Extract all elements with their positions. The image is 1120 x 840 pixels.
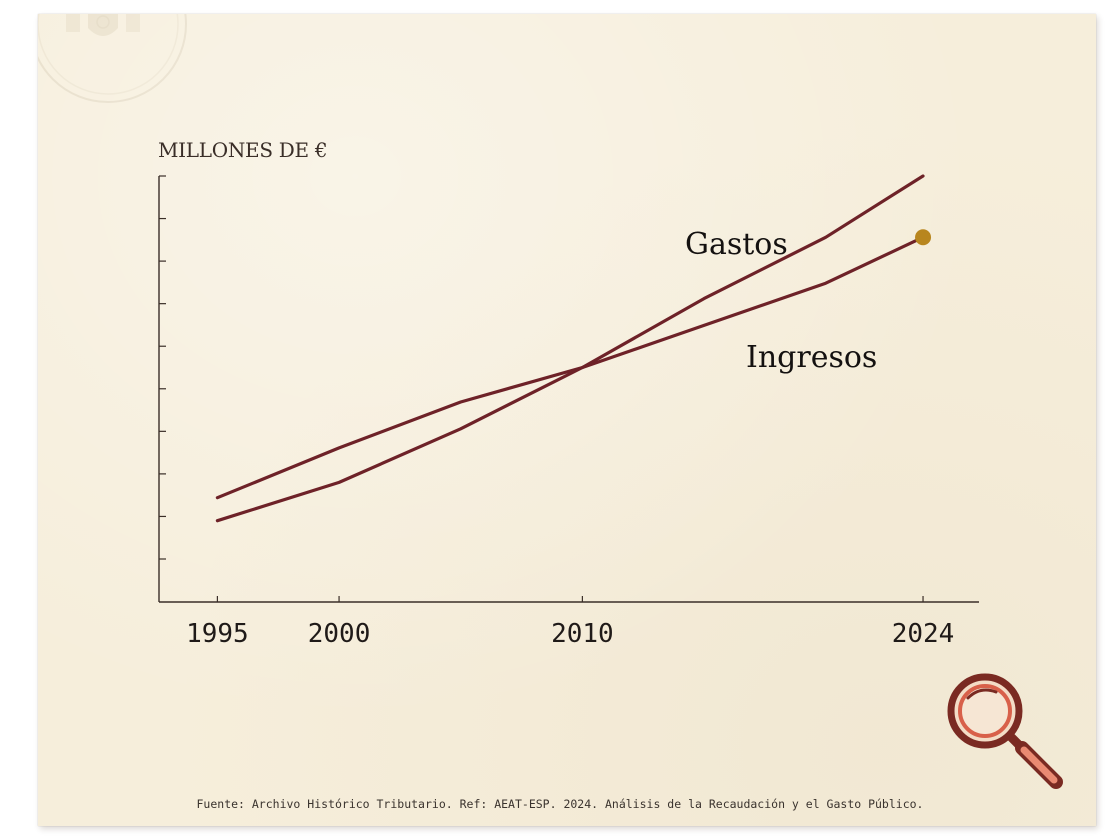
series-endpoint-ingresos	[915, 229, 932, 246]
series-labels: Gastos Ingresos	[685, 227, 877, 375]
series-line-ingresos	[215, 235, 925, 500]
x-axis-ticks: 1995 2000 2010 2024	[186, 596, 954, 649]
series-label-ingresos: Ingresos	[746, 340, 877, 375]
embossed-seal-icon	[38, 14, 187, 103]
x-tick-label: 2000	[308, 619, 371, 649]
x-tick-label: 1995	[186, 619, 249, 649]
source-note: Fuente: Archivo Histórico Tributario. Re…	[196, 797, 924, 811]
x-tick-label: 2010	[551, 619, 614, 649]
x-tick-label: 2024	[892, 619, 955, 649]
y-axis-ticks	[159, 175, 166, 560]
series-lines	[215, 174, 932, 523]
y-axis-label: MILLONES DE €	[158, 138, 328, 162]
magnifying-glass-icon[interactable]	[944, 670, 1070, 796]
chart-axes	[158, 176, 979, 603]
series-label-gastos: Gastos	[685, 227, 788, 262]
paper-background	[38, 14, 1096, 826]
